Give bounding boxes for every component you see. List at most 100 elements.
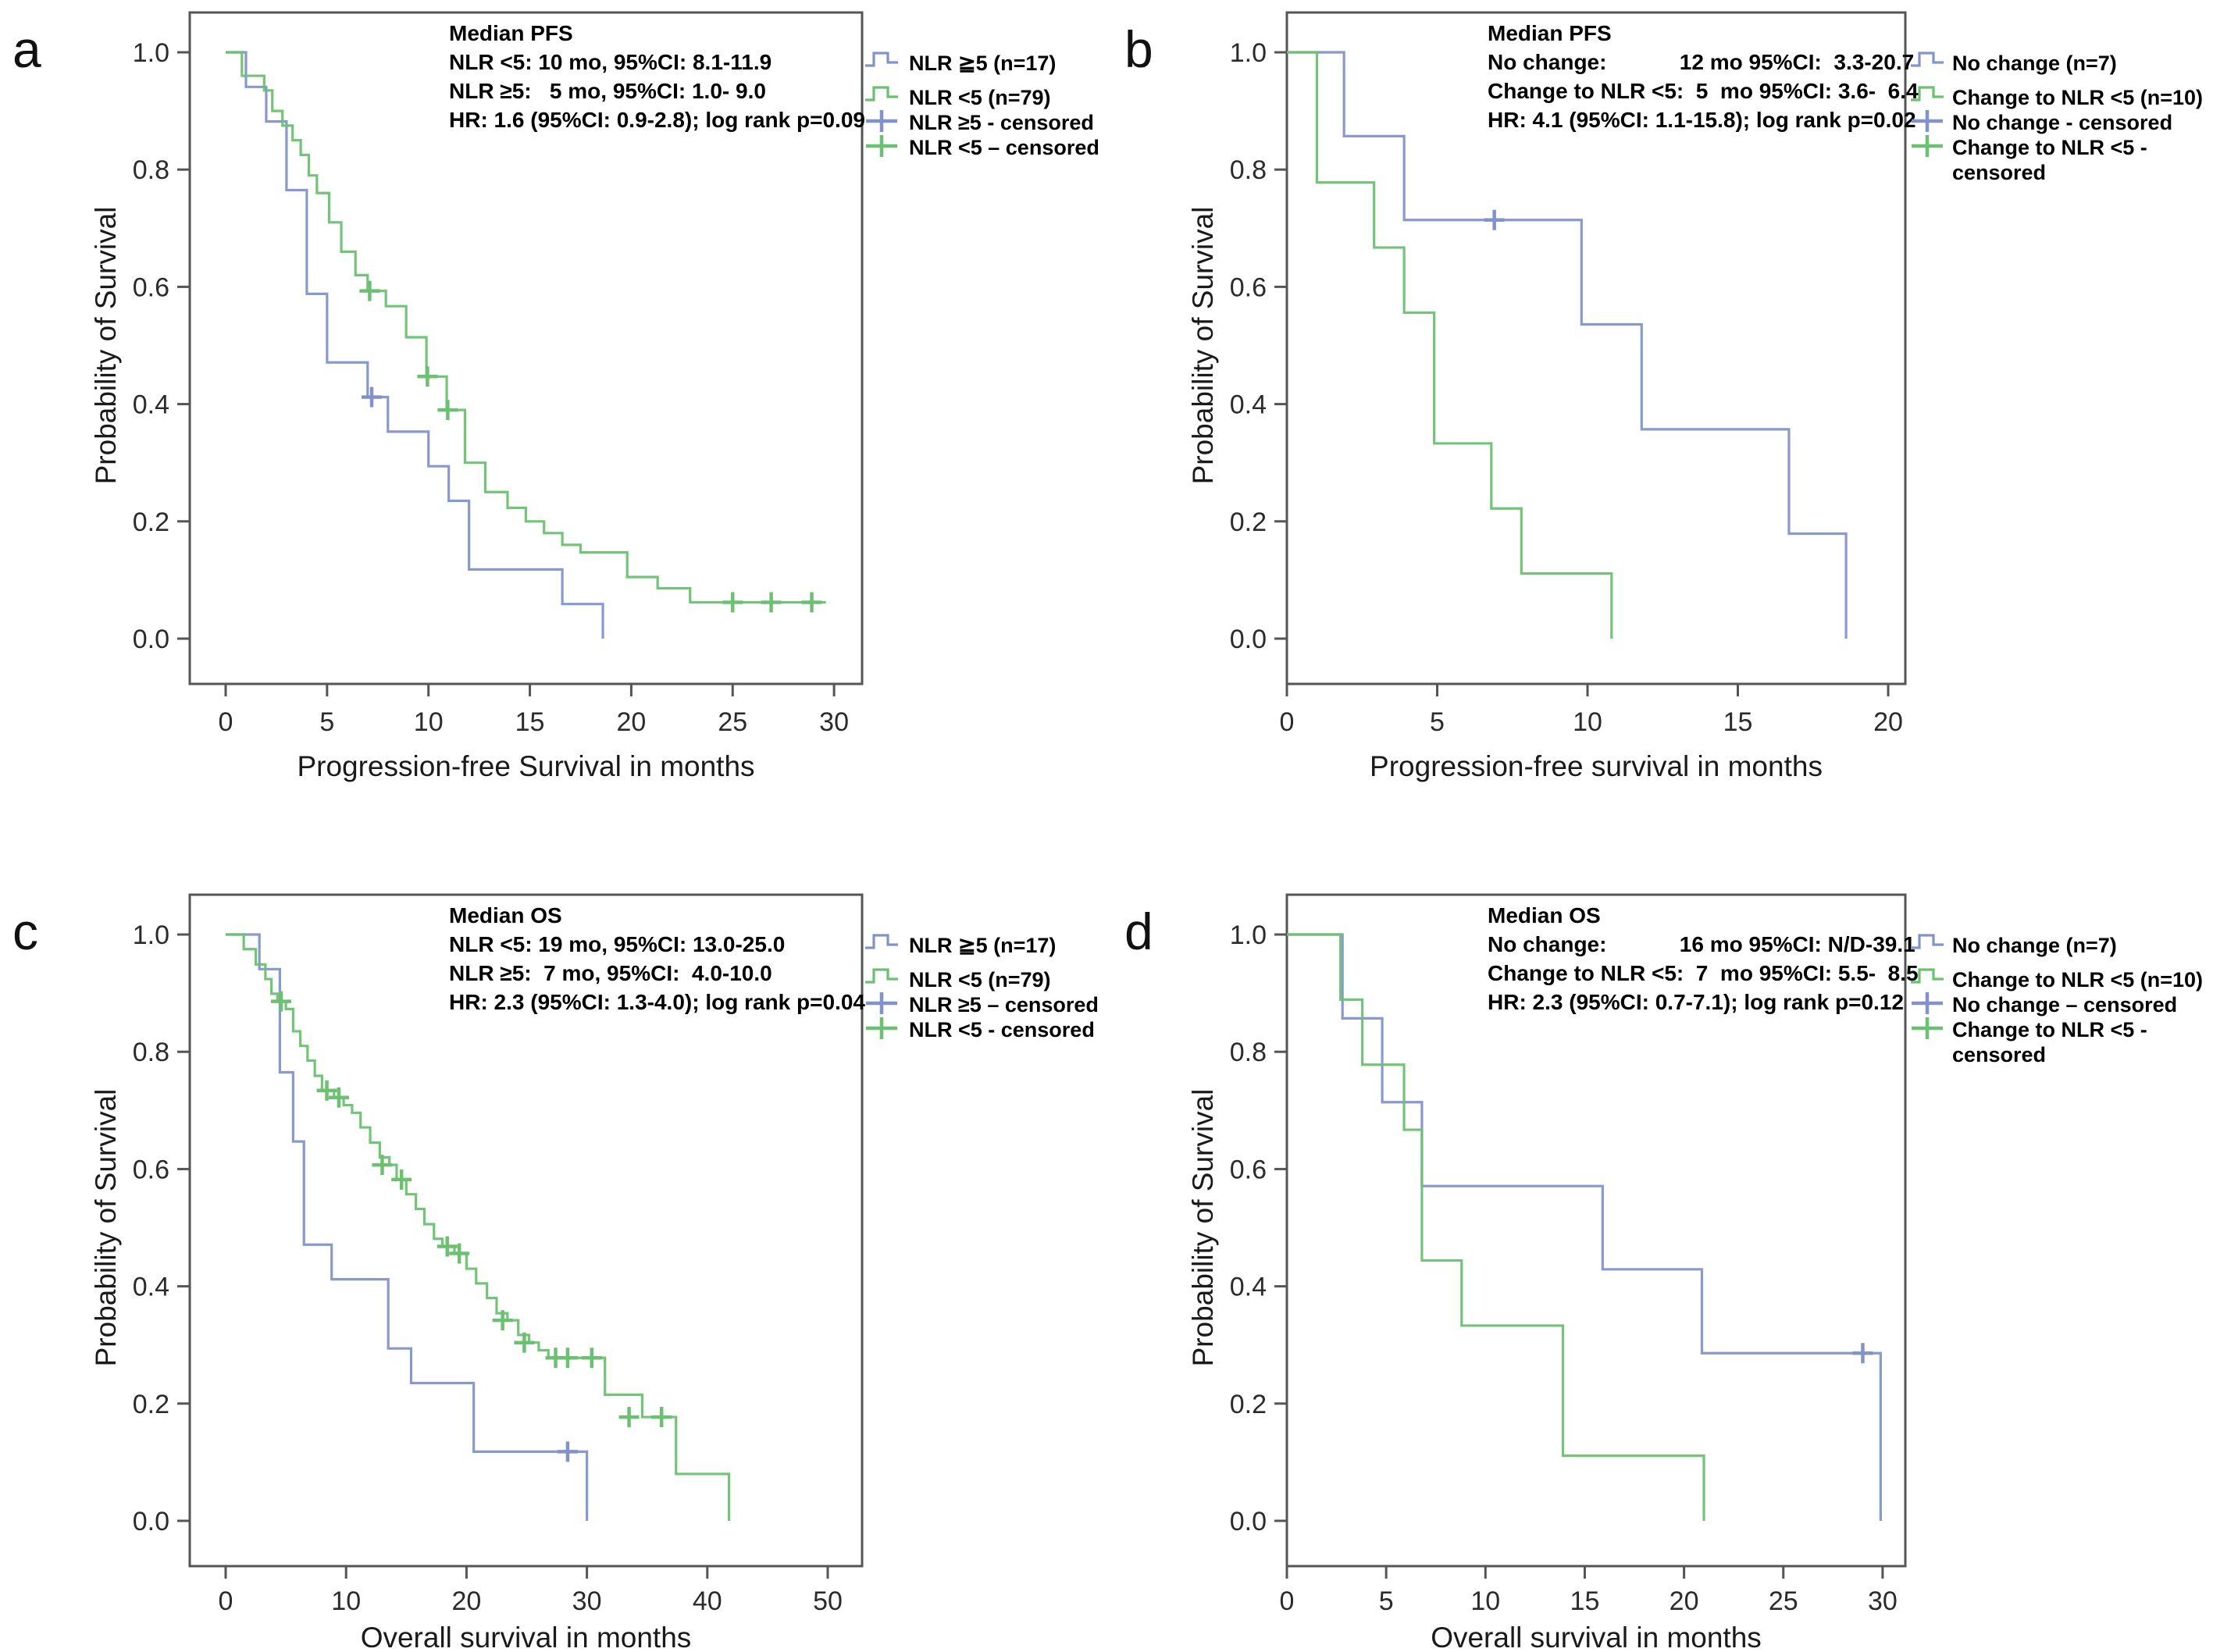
plot-frame <box>1285 893 1907 1568</box>
censor-marks-green <box>270 991 672 1428</box>
y-tick-label: 1.0 <box>133 920 169 950</box>
y-tick-label: 0.2 <box>133 1390 169 1419</box>
km-curve-green <box>1287 933 1705 1521</box>
x-axis: 0 5 10 15 20 25 30 <box>1280 1566 1898 1616</box>
y-tick-label: 0.2 <box>1230 507 1267 537</box>
x-tick-label: 50 <box>813 1586 843 1616</box>
censor-marks-blue <box>361 386 382 408</box>
km-curve-green <box>1287 51 1613 639</box>
y-tick-label: 0.6 <box>1230 272 1267 302</box>
y-axis: 1.0 0.8 0.6 0.4 0.2 0.0 <box>133 920 190 1536</box>
x-tick-label: 20 <box>616 707 646 737</box>
y-axis-title: Probability of Survival <box>1187 207 1219 485</box>
y-axis-title: Probability of Survival <box>1187 1089 1219 1367</box>
y-tick-label: 0.2 <box>133 507 169 537</box>
km-curve-green <box>226 51 826 604</box>
legend-label: NLR <5 (n=79) <box>909 968 1051 992</box>
x-tick-label: 10 <box>331 1586 361 1616</box>
stats-annotation: Median PFS NLR <5: 10 mo, 95%CI: 8.1-11.9… <box>449 21 865 132</box>
legend: No change (n=7) Change to NLR <5 (n=10)No… <box>1911 52 2203 184</box>
legend-step-icon <box>1911 52 1944 67</box>
x-tick-label: 0 <box>1280 707 1295 737</box>
x-tick-label: 10 <box>414 707 444 737</box>
censor-marks-green <box>359 280 822 613</box>
panel-letter-a: a <box>12 20 41 78</box>
y-tick-label: 0.0 <box>133 625 169 654</box>
x-axis: 0 5 10 15 20 25 30 <box>219 684 849 737</box>
y-tick-label: 0.4 <box>1230 390 1267 420</box>
legend-label: NLR <5 – censored <box>909 136 1099 159</box>
stats-annotation-line: No change: 16 mo 95%CI: N/D-39.1 <box>1488 932 1915 956</box>
km-panel-b: 1.0 0.8 0.6 0.4 0.2 0.0 Probability of Surviva… <box>1187 11 2203 782</box>
x-tick-label: 0 <box>219 707 233 737</box>
x-tick-label: 0 <box>1280 1586 1295 1616</box>
stats-annotation-line: HR: 1.6 (95%CI: 0.9-2.8); log rank p=0.0… <box>449 108 865 132</box>
legend-label: Change to NLR <5 - <box>1952 1018 2147 1041</box>
panel-letter-b: b <box>1124 20 1153 78</box>
y-axis-title: Probability of Survival <box>90 1089 122 1367</box>
panel-letter-d: d <box>1124 903 1153 960</box>
y-tick-label: 0.0 <box>1230 625 1267 654</box>
censor-marks-blue <box>1484 209 1505 230</box>
legend: NLR ≧5 (n=17) NLR <5 (n=79)NLR ≥5 - censo… <box>865 52 1099 159</box>
stats-annotation-line: NLR <5: 19 mo, 95%CI: 13.0-25.0 <box>449 932 785 956</box>
panel-letter-c: c <box>12 903 38 960</box>
x-tick-label: 20 <box>451 1586 481 1616</box>
censor-marks-blue <box>1852 1343 1873 1364</box>
y-tick-label: 1.0 <box>1230 920 1267 950</box>
y-tick-label: 0.6 <box>1230 1155 1267 1184</box>
stats-annotation: Median OS NLR <5: 19 mo, 95%CI: 13.0-25.0… <box>449 903 865 1014</box>
km-curve-blue <box>1287 933 1882 1521</box>
x-axis-title: Progression-free survival in months <box>1370 750 1823 782</box>
legend-step-icon <box>865 934 898 949</box>
y-axis: 1.0 0.8 0.6 0.4 0.2 0.0 <box>133 38 190 654</box>
legend-label: NLR ≥5 – censored <box>909 993 1099 1016</box>
x-tick-label: 20 <box>1873 707 1903 737</box>
y-tick-label: 0.8 <box>1230 155 1267 185</box>
y-tick-label: 0.4 <box>133 390 169 420</box>
x-tick-label: 5 <box>1379 1586 1394 1616</box>
stats-annotation-line: NLR ≥5: 7 mo, 95%CI: 4.0-10.0 <box>449 961 772 985</box>
x-tick-label: 25 <box>718 707 747 737</box>
y-tick-label: 1.0 <box>1230 38 1267 68</box>
km-panel-d: 1.0 0.8 0.6 0.4 0.2 0.0 Probability of Surviva… <box>1187 893 2203 1652</box>
legend-label: NLR ≧5 (n=17) <box>909 52 1056 75</box>
x-tick-label: 40 <box>693 1586 722 1616</box>
y-tick-label: 0.2 <box>1230 1390 1267 1419</box>
y-tick-label: 0.0 <box>133 1507 169 1536</box>
x-tick-label: 30 <box>819 707 849 737</box>
stats-annotation-line: Median OS <box>449 903 562 927</box>
legend-label: No change - censored <box>1952 111 2172 134</box>
legend-step-icon <box>1911 968 1944 984</box>
legend-step-icon <box>865 52 898 67</box>
x-tick-label: 30 <box>1868 1586 1898 1616</box>
km-curve-blue <box>226 51 604 639</box>
stats-annotation-line: HR: 4.1 (95%CI: 1.1-15.8); log rank p=0.… <box>1488 108 1916 132</box>
legend-label: Change to NLR <5 (n=10) <box>1952 86 2203 109</box>
plot-frame <box>188 11 864 685</box>
y-tick-label: 1.0 <box>133 38 169 68</box>
x-axis-title: Overall survival in months <box>361 1622 692 1652</box>
y-axis-title: Probability of Survival <box>90 207 122 485</box>
stats-annotation-line: Median OS <box>1488 903 1601 927</box>
x-tick-label: 0 <box>219 1586 233 1616</box>
legend-label: NLR ≧5 (n=17) <box>909 934 1056 957</box>
legend-step-icon <box>865 86 898 101</box>
km-curve-blue <box>1287 51 1848 639</box>
legend-label: Change to NLR <5 (n=10) <box>1952 968 2203 992</box>
legend-label: No change – censored <box>1952 993 2177 1016</box>
y-axis: 1.0 0.8 0.6 0.4 0.2 0.0 <box>1230 38 1287 654</box>
km-panel-a: 1.0 0.8 0.6 0.4 0.2 0.0 Probability of Surviva… <box>90 11 1099 782</box>
legend: No change (n=7) Change to NLR <5 (n=10)No… <box>1911 934 2203 1066</box>
legend-step-icon <box>1911 934 1944 949</box>
y-tick-label: 0.4 <box>133 1273 169 1302</box>
stats-annotation-line: Change to NLR <5: 7 mo 95%CI: 5.5- 8.5 <box>1488 961 1919 985</box>
plot-frame <box>1285 11 1907 685</box>
stats-annotation: Median OS No change: 16 mo 95%CI: N/D-39.… <box>1488 903 1919 1014</box>
stats-annotation-line: NLR ≥5: 5 mo, 95%CI: 1.0- 9.0 <box>449 79 766 103</box>
km-curve-green <box>226 933 731 1521</box>
stats-annotation-line: Median PFS <box>1488 21 1612 45</box>
legend-step-icon <box>865 968 898 984</box>
stats-annotation: Median PFS No change: 12 mo 95%CI: 3.3-20… <box>1488 21 1919 132</box>
